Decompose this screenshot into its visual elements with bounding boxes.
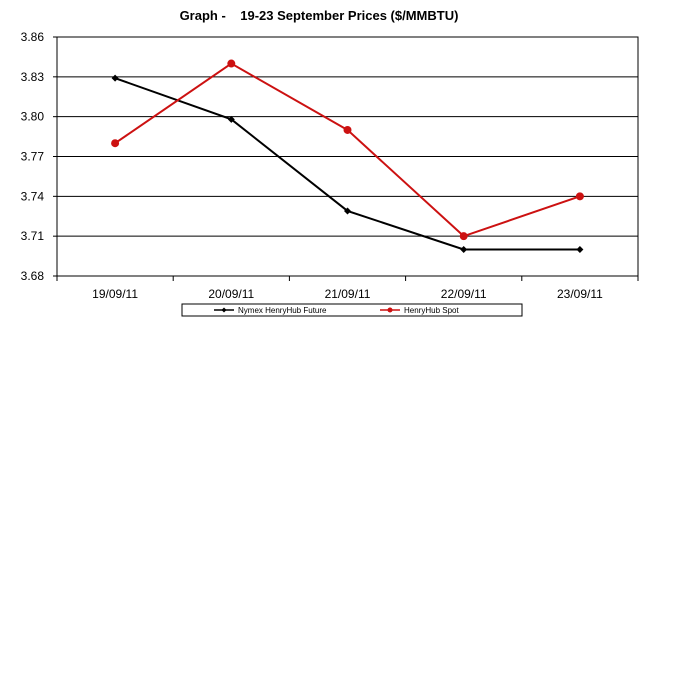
legend-swatch-marker [387,307,393,313]
data-point [343,125,352,134]
data-point [460,245,468,253]
y-tick-label: 3.86 [21,30,45,44]
y-tick-label: 3.68 [21,269,45,283]
legend-label: HenryHub Spot [404,306,459,315]
x-tick-label: 22/09/11 [441,287,487,301]
y-tick-label: 3.83 [21,70,45,84]
legend: Nymex HenryHub Future HenryHub Spot [181,303,523,317]
data-point [344,207,351,215]
legend-box [181,303,523,317]
y-tick-label: 3.71 [21,229,45,243]
series-group [111,59,584,253]
data-point [576,245,584,253]
data-point [227,115,235,123]
data-point [227,59,236,68]
y-tick-label: 3.74 [21,189,45,203]
x-tick-label: 20/09/11 [208,287,254,301]
legend-label: Nymex HenryHub Future [238,306,327,315]
data-point [111,139,120,148]
legend-swatch-marker [221,307,227,313]
x-tick-label: 23/09/11 [557,287,603,301]
x-tick-label: 21/09/11 [325,287,371,301]
data-point [111,74,119,82]
y-tick-label: 3.80 [21,110,45,124]
x-tick-label: 19/09/11 [92,287,138,301]
data-point [459,232,468,241]
data-point [575,192,584,201]
chart-title: Graph - 19-23 September Prices ($/MMBTU) [180,8,459,23]
y-tick-label: 3.77 [21,150,45,164]
y-axis: 3.86 3.83 3.80 3.77 3.74 3.71 3.68 [21,30,57,283]
x-axis: 19/09/11 20/09/11 21/09/11 22/09/11 23/09/11 [56,276,639,301]
series-line-0 [114,77,580,251]
